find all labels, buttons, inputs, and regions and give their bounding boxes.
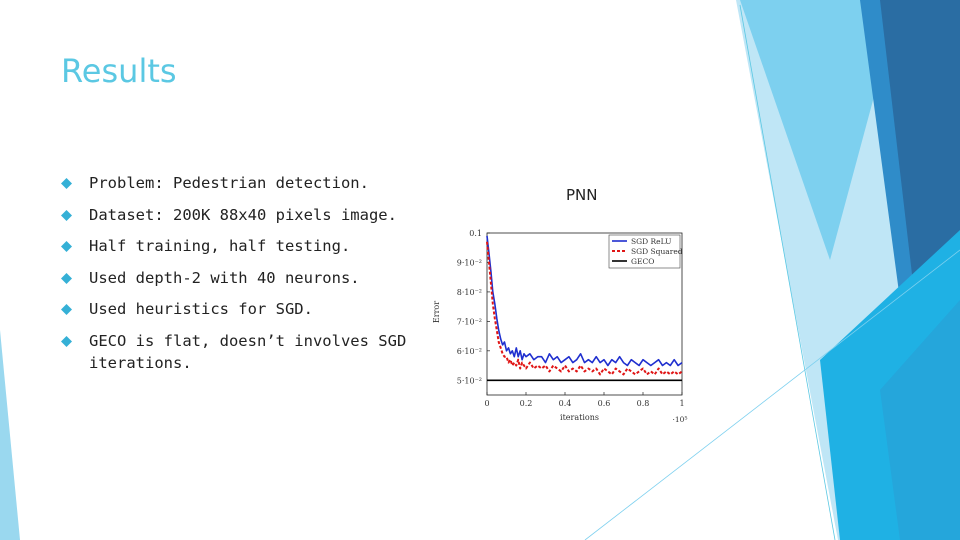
deco-left-sliver [0,330,20,540]
diamond-bullet-icon [61,178,72,189]
x-tick-label: 0.8 [637,399,650,408]
error-vs-iterations-chart: 0 0.2 0.4 0.6 0.8 1 5·10⁻² 6·10⁻² 7·10⁻² 8·10⁻² 9·… [432,229,688,424]
bullet-list: Problem: Pedestrian detection. Dataset: … [60,172,420,383]
diamond-bullet-icon [61,335,72,347]
legend-label: GECO [631,257,654,266]
bullet-item: Half training, half testing. [60,235,420,257]
y-tick-label: 5·10⁻² [457,376,482,385]
bullet-item: Used depth-2 with 40 neurons. [60,267,420,289]
slide-title: Results [61,52,177,90]
x-axis-label: iterations [560,413,599,422]
deco-thin-line [739,4,836,540]
deco-sky-triangle [740,0,900,260]
bullet-text: Half training, half testing. [89,237,351,255]
deco-dark-blue [880,0,960,330]
deco-bright-cyan [880,300,960,540]
bullet-text: GECO is flat, doesn’t involves SGD itera… [89,331,407,372]
bullet-text: Used heuristics for SGD. [89,300,313,318]
x-tick-label: 0.4 [559,399,572,408]
x-tick-label: 1 [679,399,684,408]
y-tick-label: 8·10⁻² [457,288,482,297]
legend-label: SGD Squared [631,247,683,256]
legend-label: SGD ReLU [631,237,672,246]
y-axis-label: Error [432,301,441,323]
sgd-squared-line [486,241,683,376]
diamond-bullet-icon [61,241,72,252]
bullet-item: Dataset: 200K 88x40 pixels image. [60,204,420,226]
x-tick-label: 0 [484,399,489,408]
diamond-bullet-icon [61,304,72,315]
x-tick-label: 0.6 [598,399,611,408]
bullet-text: Problem: Pedestrian detection. [89,174,369,192]
y-tick-label: 0.1 [469,229,482,238]
sgd-relu-line [486,235,683,367]
bullet-item: GECO is flat, doesn’t involves SGD itera… [60,330,420,374]
y-tick-label: 9·10⁻² [457,258,482,267]
bullet-text: Used depth-2 with 40 neurons. [89,268,360,287]
y-tick-label: 7·10⁻² [457,317,482,326]
deco-thin-line-2 [584,249,960,540]
x-tick-label: 0.2 [520,399,533,408]
bullet-item: Problem: Pedestrian detection. [60,172,420,194]
x-axis-multiplier: ·10⁵ [673,415,688,424]
bullet-text: Dataset: 200K 88x40 pixels image. [89,205,397,224]
bullet-item: Used heuristics for SGD. [60,298,420,320]
diamond-bullet-icon [61,272,72,284]
y-tick-label: 6·10⁻² [457,347,482,356]
diamond-bullet-icon [61,209,72,221]
figure-caption: PNN [566,186,598,204]
